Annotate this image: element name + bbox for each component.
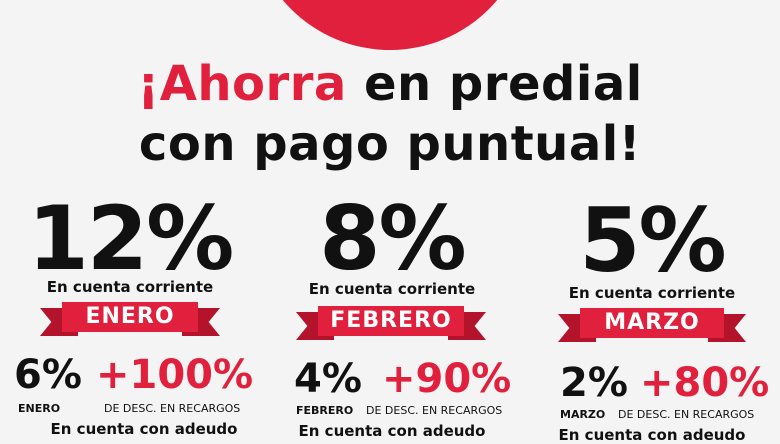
headline-line-2: con pago puntual! xyxy=(138,116,642,172)
current-account-label: En cuenta corriente xyxy=(568,284,736,302)
headline-line-1: ¡Ahorra en predial xyxy=(0,58,780,110)
current-discount-percent: 8% xyxy=(319,187,466,290)
current-discount-percent: 12% xyxy=(27,187,235,290)
month-ribbon: FEBRERO xyxy=(296,306,486,340)
debt-month-label: MARZO xyxy=(560,408,606,421)
debt-discount-percent: 6% xyxy=(14,352,82,398)
discount-column-enero: 12% En cuenta corriente ENERO 6% +100% E… xyxy=(0,190,260,440)
debt-account-label: En cuenta con adeudo xyxy=(50,420,238,438)
recargos-discount-percent: +90% xyxy=(382,356,512,402)
recargos-label: DE DESC. EN RECARGOS xyxy=(104,402,241,415)
top-decorative-circle xyxy=(250,0,530,50)
month-label: FEBRERO xyxy=(318,306,464,336)
headline-accent: ¡Ahorra xyxy=(137,56,347,112)
debt-discount-percent: 2% xyxy=(560,360,628,406)
month-label: ENERO xyxy=(62,302,198,332)
discount-column-febrero: 8% En cuenta corriente FEBRERO 4% +90% F… xyxy=(262,187,522,441)
month-label: MARZO xyxy=(580,308,724,338)
current-discount-percent: 5% xyxy=(579,189,726,292)
month-ribbon: MARZO xyxy=(558,308,746,342)
debt-month-label: ENERO xyxy=(18,402,61,415)
current-account-label: En cuenta corriente xyxy=(46,278,214,296)
recargos-label: DE DESC. EN RECARGOS xyxy=(618,408,755,421)
debt-account-label: En cuenta con adeudo xyxy=(298,422,486,440)
month-ribbon: ENERO xyxy=(40,302,220,336)
recargos-label: DE DESC. EN RECARGOS xyxy=(366,404,503,417)
recargos-discount-percent: +80% xyxy=(640,360,770,406)
debt-discount-percent: 4% xyxy=(294,356,362,402)
debt-account-label: En cuenta con adeudo xyxy=(558,426,746,444)
debt-month-label: FEBRERO xyxy=(296,404,354,417)
discount-column-marzo: 5% En cuenta corriente MARZO 2% +80% MAR… xyxy=(522,189,780,444)
headline-line-1-rest: en predial xyxy=(346,56,643,112)
current-account-label: En cuenta corriente xyxy=(308,280,476,298)
recargos-discount-percent: +100% xyxy=(96,352,254,398)
